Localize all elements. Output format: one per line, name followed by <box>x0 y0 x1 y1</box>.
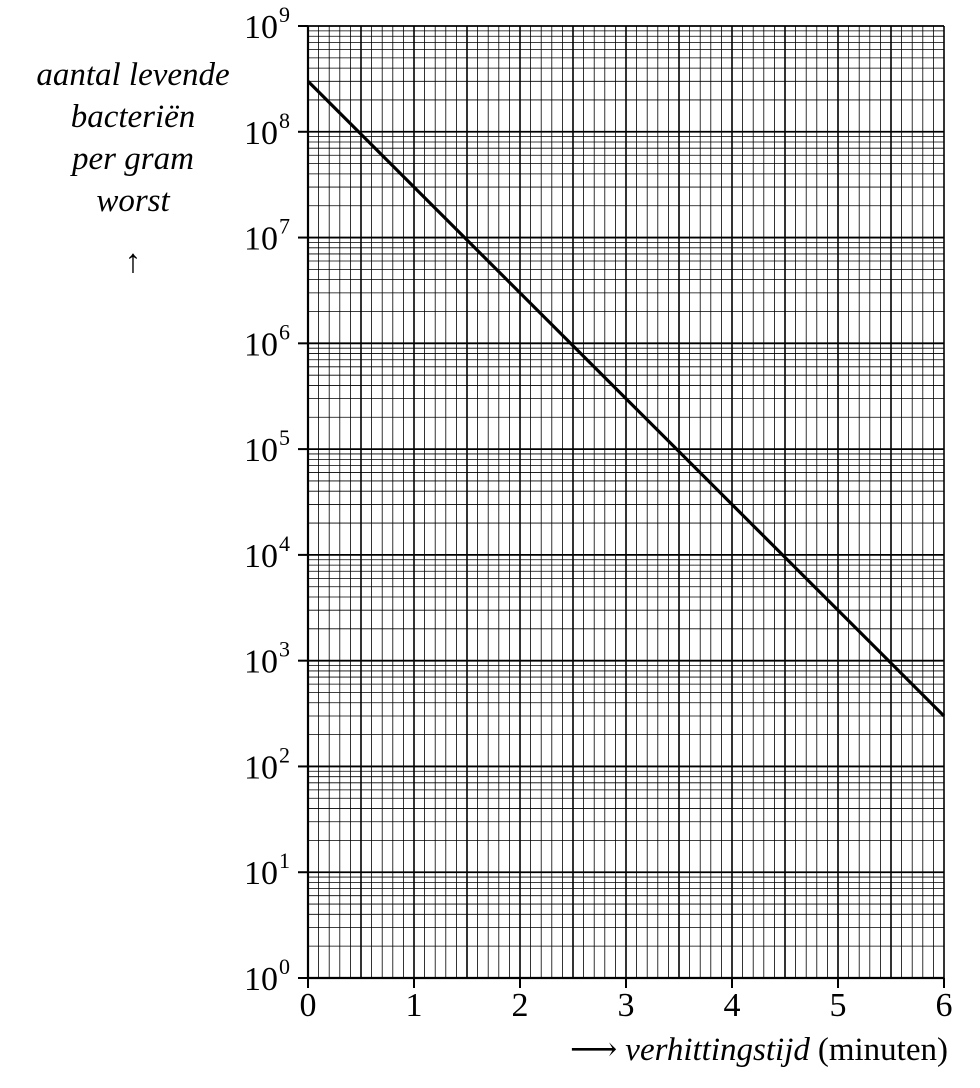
y-tick-label: 102 <box>244 742 290 786</box>
y-tick-base: 10 <box>244 961 278 998</box>
y-tick-exponent: 0 <box>279 954 290 979</box>
y-tick-label: 104 <box>244 531 290 575</box>
series-line <box>306 80 946 718</box>
y-axis-arrow-icon: ↑ <box>125 244 142 280</box>
y-tick-exponent: 4 <box>279 531 290 556</box>
y-tick-exponent: 8 <box>279 108 290 133</box>
y-axis-title-line-1: aantal levende <box>36 57 229 93</box>
x-tick-label: 0 <box>300 987 317 1024</box>
y-tick-exponent: 5 <box>279 425 290 450</box>
x-tick-label: 6 <box>936 987 953 1024</box>
y-tick-base: 10 <box>244 9 278 46</box>
y-axis-title-line-3: per gram <box>70 141 194 177</box>
x-axis-title-unit: (minuten) <box>818 1032 948 1068</box>
y-tick-exponent: 9 <box>279 2 290 27</box>
y-tick-label: 106 <box>244 319 290 363</box>
y-tick-label: 107 <box>244 214 290 258</box>
x-tick-label: 1 <box>406 987 423 1024</box>
x-tick-label: 3 <box>618 987 635 1024</box>
y-tick-label: 103 <box>244 637 290 681</box>
grid <box>307 25 945 979</box>
x-axis-title: ⟶ verhittingstijd (minuten) <box>570 1032 948 1068</box>
y-tick-exponent: 7 <box>279 214 290 239</box>
y-tick-exponent: 3 <box>279 637 290 662</box>
x-tick-label: 5 <box>830 987 847 1024</box>
y-axis-title-line-2: bacteriën <box>71 99 196 135</box>
y-axis-title-line-4: worst <box>96 183 170 219</box>
y-tick-base: 10 <box>244 115 278 152</box>
y-tick-base: 10 <box>244 749 278 786</box>
y-tick-base: 10 <box>244 538 278 575</box>
y-tick-exponent: 1 <box>279 848 290 873</box>
y-tick-label: 101 <box>244 848 290 892</box>
y-tick-base: 10 <box>244 855 278 892</box>
y-tick-base: 10 <box>244 326 278 363</box>
y-tick-label: 105 <box>244 425 290 469</box>
y-tick-exponent: 6 <box>279 319 290 344</box>
x-axis-title-variable: verhittingstijd <box>625 1032 810 1068</box>
y-tick-base: 10 <box>244 221 278 258</box>
x-tick-label: 2 <box>512 987 529 1024</box>
y-tick-label: 109 <box>244 2 290 46</box>
y-tick-base: 10 <box>244 432 278 469</box>
y-tick-base: 10 <box>244 644 278 681</box>
y-tick-exponent: 2 <box>279 742 290 767</box>
x-axis-title: ⟶ verhittingstijd (minuten) <box>570 1032 948 1068</box>
y-tick-label: 108 <box>244 108 290 152</box>
y-tick-label: 100 <box>244 954 290 998</box>
y-axis-title: aantal levende bacteriën per gram worst … <box>36 57 229 280</box>
x-tick-label: 4 <box>724 987 741 1024</box>
x-axis-arrow-icon: ⟶ <box>570 1032 617 1068</box>
series <box>306 80 946 718</box>
